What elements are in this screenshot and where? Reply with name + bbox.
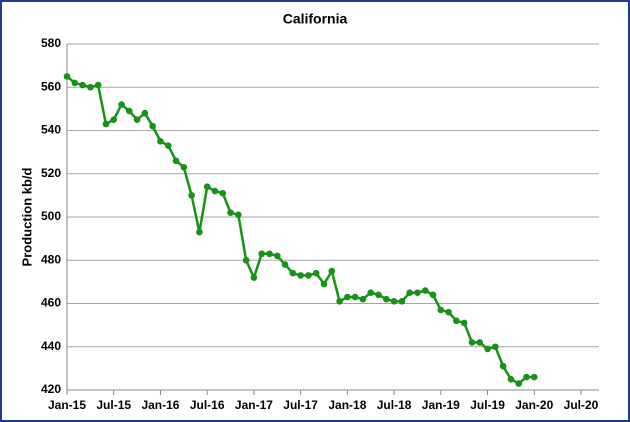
marker [242,256,250,264]
x-tick-label: Jul-20 [564,398,599,412]
x-tick-label: Jul-15 [96,398,131,412]
y-tick-label: 440 [41,339,61,353]
y-tick-label: 460 [41,296,61,310]
marker [133,116,141,123]
marker [250,274,258,281]
marker [320,280,328,288]
x-tick-label: Jan-19 [422,398,460,412]
marker [484,345,491,353]
marker [414,289,421,296]
marker [344,293,351,301]
marker [429,291,437,299]
marker [515,380,522,387]
x-tick-label: Jan-17 [235,398,273,412]
marker [289,269,297,277]
marker [421,287,429,294]
marker [211,187,219,195]
marker [196,228,203,236]
marker [445,308,452,316]
marker [367,289,375,296]
x-tick-label: Jan-16 [141,398,179,412]
marker [492,343,499,351]
x-tick-label: Jan-20 [515,398,553,412]
marker [499,362,507,370]
marker [328,267,336,275]
marker [203,183,211,191]
marker [219,189,227,197]
x-tick-label: Jul-19 [470,398,505,412]
y-tick-label: 500 [41,209,61,223]
marker [118,101,125,108]
marker [188,192,195,199]
marker [460,319,468,327]
marker [164,142,172,149]
marker [281,261,289,268]
marker [266,250,273,258]
y-tick-label: 480 [41,252,61,266]
marker [453,317,460,325]
marker [398,298,406,305]
marker [141,109,149,117]
marker [102,120,110,128]
marker [63,73,71,80]
marker [359,295,367,303]
x-tick-label: Jul-16 [190,398,225,412]
marker [351,293,359,301]
marker [406,289,413,296]
marker [523,373,530,381]
marker [530,373,538,381]
marker [149,122,156,130]
chart-title: California [283,11,348,27]
y-tick-label: 560 [41,79,61,93]
y-tick-label: 420 [41,382,61,396]
y-tick-label: 580 [41,36,61,50]
x-tick-label: Jan-18 [328,398,366,412]
marker [297,272,304,279]
marker [235,211,242,219]
marker [172,157,180,165]
y-axis-label: Production kb/d [19,167,34,266]
marker [383,295,390,303]
marker [437,306,445,314]
marker [336,298,343,305]
marker [180,163,188,171]
marker [258,250,265,258]
marker [87,83,94,91]
marker [71,79,79,87]
marker [390,298,398,305]
marker [476,339,484,346]
marker [157,138,164,145]
marker [110,116,118,123]
marker [305,272,312,279]
marker [375,291,382,299]
y-tick-label: 520 [41,166,61,180]
x-tick-label: Jan-15 [48,398,86,412]
marker [468,339,476,346]
marker [312,269,320,277]
marker [126,107,133,115]
marker [273,252,281,260]
marker [94,81,102,89]
marker [79,81,86,89]
x-tick-label: Jul-18 [377,398,412,412]
y-tick-label: 540 [41,123,61,137]
marker [507,375,515,383]
marker [227,209,234,216]
x-tick-label: Jul-17 [283,398,318,412]
